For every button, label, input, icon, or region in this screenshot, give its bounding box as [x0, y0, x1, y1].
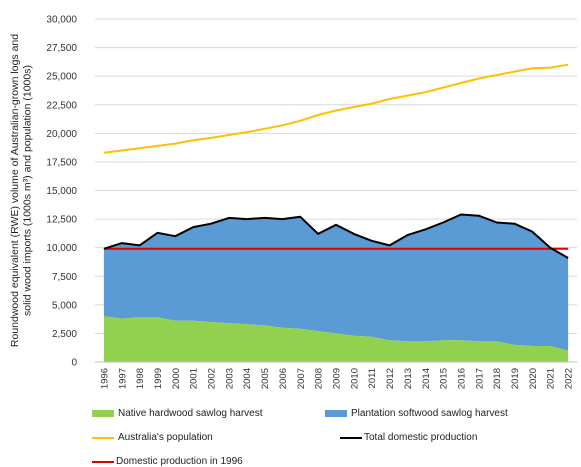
y-tick-label: 30,000 [46, 15, 77, 26]
y-tick-label: 15,000 [46, 186, 77, 197]
x-tick-label: 2008 [314, 368, 325, 389]
x-tick-label: 2005 [260, 368, 271, 389]
y-tick-label: 22,500 [46, 100, 77, 111]
x-tick-label: 2003 [224, 368, 235, 389]
x-tick-label: 1997 [117, 368, 128, 389]
x-tick-label: 2018 [492, 368, 503, 389]
x-tick-label: 2002 [207, 368, 218, 389]
y-axis-label-line: solid wood imports (1000s m³) and popula… [21, 65, 33, 316]
x-tick-label: 2021 [546, 368, 557, 389]
legend-swatch-population [92, 436, 114, 439]
x-tick-label: 2001 [189, 368, 200, 389]
y-tick-label: 10,000 [46, 243, 77, 254]
x-tick-label: 2015 [439, 368, 450, 389]
line-layer [103, 63, 569, 259]
x-tick-label: 2006 [278, 368, 289, 389]
legend-item-total-production: Total domestic production [340, 432, 477, 443]
legend-label-plantation-softwood: Plantation softwood sawlog harvest [351, 408, 508, 419]
y-tick-label: 25,000 [46, 72, 77, 83]
x-tick-label: 1998 [135, 368, 146, 389]
series-line-population [103, 63, 569, 154]
y-tick-label: 12,500 [46, 215, 77, 226]
y-axis-label: Roundwood equivalent (RWE) volume of Aus… [9, 34, 34, 347]
y-axis-label-line: Roundwood equivalent (RWE) volume of Aus… [9, 34, 21, 347]
x-tick-label: 2020 [528, 368, 539, 389]
legend-swatch-native-hardwood [92, 410, 114, 417]
legend-label-total-production: Total domestic production [364, 432, 478, 443]
legend-swatch-total-production [340, 436, 362, 439]
legend-item-plantation-softwood: Plantation softwood sawlog harvest [325, 408, 508, 419]
x-tick-label: 2019 [510, 368, 521, 389]
legend-label-production-1996: Domestic production in 1996 [116, 456, 243, 467]
y-tick-label: 0 [71, 358, 77, 369]
axes: 0 2,500 5,000 7,500 10,000 12,500 15,000 17,500… [46, 15, 577, 389]
x-tick-label: 1996 [99, 368, 110, 389]
x-tick-label: 2000 [171, 368, 182, 389]
series-area-native-hardwood [103, 316, 569, 362]
x-tick-label: 2017 [474, 368, 485, 389]
x-tick-label: 2010 [349, 368, 360, 389]
series-line-total-production [103, 213, 569, 259]
x-tick-label: 2013 [403, 368, 414, 389]
x-tick-label: 2011 [367, 368, 378, 388]
x-tick-label: 2009 [332, 368, 343, 389]
x-tick-label: 1999 [153, 368, 164, 389]
legend-item-native-hardwood: Native hardwood sawlog harvest [92, 408, 263, 419]
legend-swatch-production-1996 [92, 460, 114, 463]
x-tick-label: 2007 [296, 368, 307, 389]
x-tick-label: 2012 [385, 368, 396, 389]
x-tick-label: 2004 [242, 368, 253, 389]
y-tick-label: 5,000 [52, 300, 77, 311]
legend-item-population: Australia's population [92, 432, 213, 443]
x-tick-label: 2016 [456, 368, 467, 389]
legend-label-population: Australia's population [118, 432, 213, 443]
y-tick-label: 20,000 [46, 129, 77, 140]
x-tick-label: 2014 [421, 368, 432, 389]
legend-swatch-plantation-softwood [325, 410, 347, 417]
y-tick-label: 7,500 [52, 272, 77, 283]
y-tick-label: 2,500 [52, 329, 77, 340]
y-tick-label: 17,500 [46, 157, 77, 168]
legend-item-production-1996: Domestic production in 1996 [92, 456, 243, 467]
legend-label-native-hardwood: Native hardwood sawlog harvest [118, 408, 263, 419]
y-tick-label: 27,500 [46, 43, 77, 54]
x-tick-label: 2022 [564, 368, 575, 389]
